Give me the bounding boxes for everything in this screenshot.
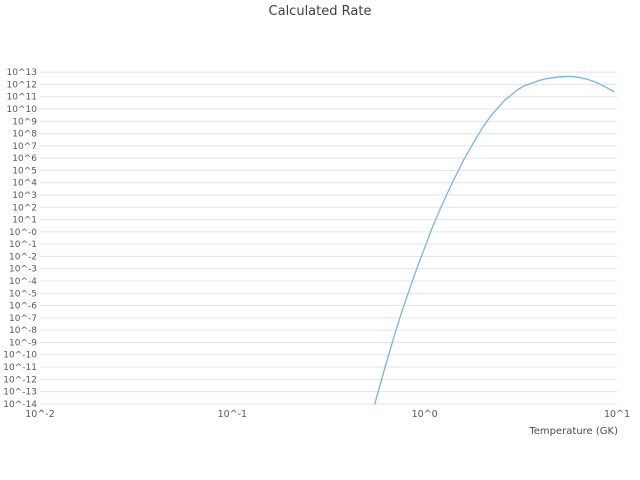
y-tick-label: 10^10 [7, 105, 38, 115]
x-tick-label: 10^-2 [25, 409, 55, 420]
y-tick-label: 10^5 [12, 166, 37, 176]
y-tick-label: 10^-10 [3, 351, 37, 361]
y-tick-label: 10^-0 [9, 228, 37, 238]
y-tick-label: 10^8 [12, 130, 37, 140]
y-tick-label: 10^-6 [9, 302, 37, 312]
y-tick-label: 10^-9 [9, 338, 37, 348]
y-tick-label: 10^2 [12, 203, 37, 213]
y-tick-label: 10^-13 [3, 388, 37, 398]
x-axis-label: Temperature (GK) [529, 426, 618, 437]
y-tick-label: 10^-8 [9, 326, 37, 336]
x-tick-label: 10^0 [412, 409, 438, 420]
y-tick-label: 10^6 [12, 154, 37, 164]
y-tick-label: 10^-1 [9, 240, 37, 250]
y-tick-label: 10^13 [7, 68, 37, 78]
y-tick-label: 10^9 [12, 117, 37, 127]
y-tick-label: 10^-12 [3, 375, 37, 385]
y-tick-label: 10^3 [12, 191, 37, 201]
y-tick-label: 10^-7 [9, 314, 37, 324]
y-tick-label: 10^4 [12, 179, 37, 189]
y-tick-label: 10^-5 [9, 289, 37, 299]
y-tick-label: 10^-4 [9, 277, 37, 287]
x-tick-label: 10^1 [604, 409, 630, 420]
y-tick-label: 10^-2 [9, 252, 37, 262]
y-tick-label: 10^-3 [9, 265, 37, 275]
x-tick-label: 10^-1 [218, 409, 248, 420]
y-tick-label: 10^1 [12, 216, 37, 226]
y-tick-label: 10^11 [7, 93, 37, 103]
y-tick-label: 10^-14 [3, 400, 37, 410]
chart-title: Calculated Rate [268, 4, 372, 19]
y-tick-label: 10^12 [7, 80, 37, 90]
y-tick-label: 10^-11 [3, 363, 37, 373]
y-tick-label: 10^7 [12, 142, 37, 152]
series-line-calculated-rate [374, 75, 615, 405]
